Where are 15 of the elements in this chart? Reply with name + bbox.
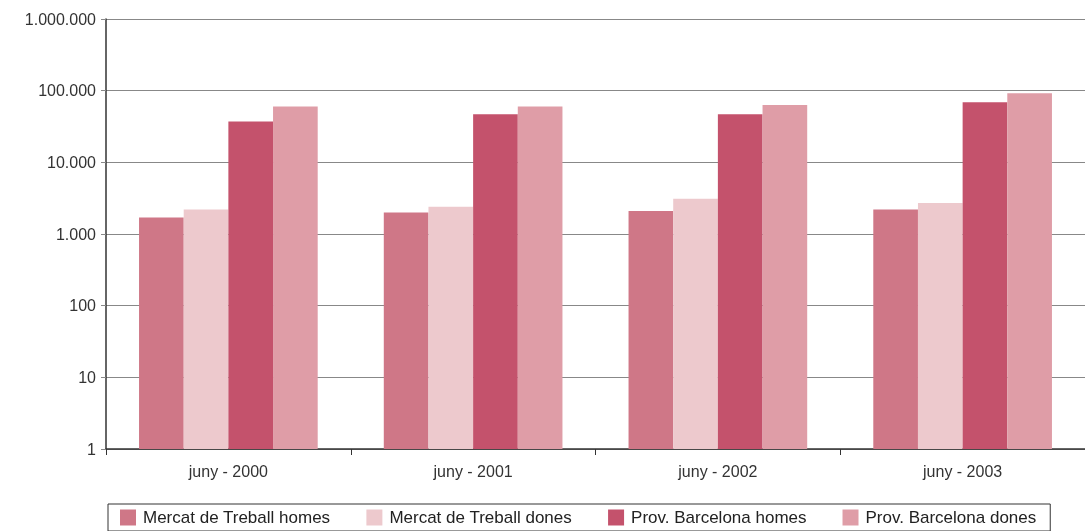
y-tick-label: 10.000 <box>47 153 97 171</box>
y-tick-label: 1.000 <box>55 225 97 243</box>
y-tick-label: 10 <box>78 368 97 386</box>
y-tick-label: 1.000.000 <box>24 10 97 28</box>
x-tick-label: juny - 2003 <box>922 462 1003 480</box>
legend-label: Mercat de Treball homes <box>143 508 331 527</box>
legend-label: Mercat de Treball dones <box>389 508 572 527</box>
x-tick-label: juny - 2000 <box>187 462 269 480</box>
y-tick-label: 1 <box>87 440 97 458</box>
x-tick-label: juny - 2002 <box>677 462 758 480</box>
legend-label: Prov. Barcelona dones <box>865 508 1037 527</box>
legend-label: Prov. Barcelona homes <box>631 508 807 527</box>
x-tick-label: juny - 2001 <box>432 462 513 480</box>
y-tick-label: 100 <box>69 297 97 315</box>
y-tick-label: 100.000 <box>38 82 97 100</box>
